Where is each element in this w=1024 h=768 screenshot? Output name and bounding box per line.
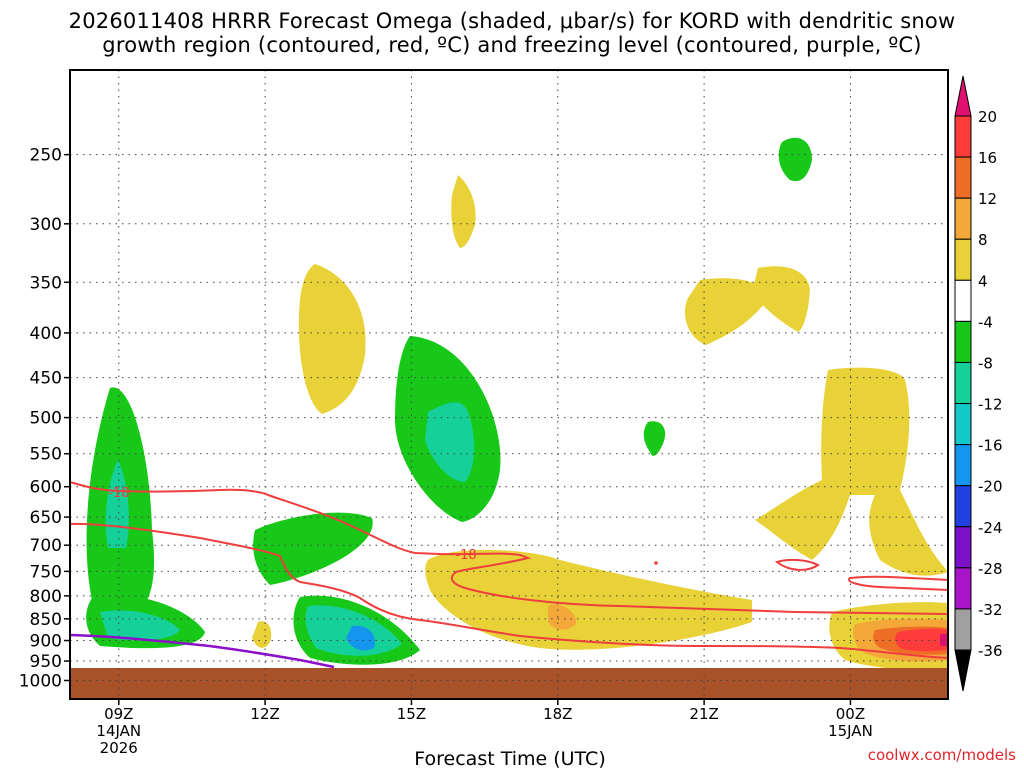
- colorbar-swatch-1: [954, 156, 972, 199]
- x-tick-label-12Z: 12Z: [250, 705, 279, 723]
- omega-area-15: [684, 278, 769, 345]
- colorbar-label-7: -12: [978, 396, 1003, 414]
- freezing-level-contour: [69, 633, 335, 669]
- contour-lines: -18 -18: [69, 481, 949, 669]
- y-tick-label-550: 550: [30, 445, 62, 465]
- omega-area-4: [100, 610, 180, 641]
- colorbar-bottom-arrow: [954, 649, 972, 692]
- isotherm-contour-right: [848, 575, 949, 591]
- omega-area-11: [643, 421, 666, 456]
- colorbar-swatch-3: [954, 238, 972, 281]
- y-tick-label-250: 250: [30, 146, 62, 166]
- colorbar: 20 16 12 8 4 -4 -8 -12 -16 -20 -24 -28 -32 -36: [954, 75, 1003, 692]
- colorbar-swatch-10: [954, 526, 972, 569]
- colorbar-swatch-7: [954, 403, 972, 446]
- y-tick-label-1000: 1000: [19, 671, 62, 691]
- colorbar-label-12: -32: [978, 601, 1003, 619]
- y-tick-label-700: 700: [30, 536, 62, 556]
- colorbar-label-5: -4: [978, 313, 993, 331]
- omega-area-14: [451, 175, 476, 248]
- colorbar-top-arrow: [954, 75, 972, 117]
- y-tick-label-650: 650: [30, 508, 62, 528]
- colorbar-swatch-8: [954, 444, 972, 487]
- y-tick-label-600: 600: [30, 478, 62, 498]
- colorbar-label-11: -28: [978, 560, 1003, 578]
- x-tick-label-09Z: 09Z: [104, 705, 133, 723]
- y-tick-label-450: 450: [30, 369, 62, 389]
- colorbar-label-13: -36: [978, 642, 1003, 660]
- y-tick-label-300: 300: [30, 215, 62, 235]
- y-tick-label-950: 950: [30, 652, 62, 672]
- x-tick-year-09Z: 2026: [100, 739, 138, 757]
- omega-area-20: [755, 367, 948, 576]
- colorbar-label-1: 16: [978, 149, 997, 167]
- y-tick-label-750: 750: [30, 562, 62, 582]
- colorbar-swatch-0: [954, 115, 972, 158]
- omega-area-8: [346, 625, 375, 651]
- colorbar-swatch-9: [954, 485, 972, 528]
- colorbar-label-8: -16: [978, 437, 1003, 455]
- grid: [70, 70, 948, 699]
- omega-area-24: [895, 628, 948, 652]
- omega-area-18: [425, 549, 752, 650]
- x-tick-date-00Z: 15JAN: [828, 722, 873, 740]
- omega-area-16: [752, 266, 810, 332]
- chart-title-line-1: 2026011408 HRRR Forecast Omega (shaded, …: [68, 9, 956, 33]
- y-tick-label-850: 850: [30, 610, 62, 630]
- y-tick-label-350: 350: [30, 273, 62, 293]
- omega-area-10: [425, 402, 475, 482]
- x-tick-label-00Z: 00Z: [836, 705, 865, 723]
- colorbar-swatch-2: [954, 197, 972, 240]
- credit-link[interactable]: coolwx.com/models: [867, 746, 1016, 764]
- isotherm-contour-small: [774, 558, 820, 571]
- colorbar-swatch-4: [954, 279, 972, 322]
- colorbar-swatch-11: [954, 567, 972, 610]
- y-axis: 2503003504004505005506006507007508008509…: [19, 146, 70, 691]
- omega-area-13: [298, 264, 366, 414]
- colorbar-swatch-6: [954, 361, 972, 405]
- omega-area-25: [940, 634, 948, 646]
- isotherm-contour-lower: [69, 522, 949, 659]
- x-tick-label-15Z: 15Z: [397, 705, 426, 723]
- omega-area-12: [778, 137, 812, 182]
- y-tick-label-900: 900: [30, 632, 62, 652]
- isotherm-contour-upper: [69, 481, 949, 615]
- colorbar-label-10: -24: [978, 519, 1003, 537]
- isotherm-contour-dot: [654, 561, 658, 565]
- ground-surface: [70, 668, 948, 699]
- colorbar-label-2: 12: [978, 190, 997, 208]
- y-tick-label-500: 500: [30, 409, 62, 429]
- omega-area-17: [252, 621, 272, 648]
- colorbar-label-3: 8: [978, 231, 988, 249]
- plot-frame: [69, 69, 949, 700]
- x-tick-date-09Z: 14JAN: [96, 722, 141, 740]
- omega-area-19: [548, 604, 577, 630]
- x-axis-label: Forecast Time (UTC): [414, 748, 605, 768]
- chart-title-line-2: growth region (contoured, red, ºC) and f…: [102, 33, 922, 57]
- x-tick-label-21Z: 21Z: [689, 705, 718, 723]
- contour-label-1: -18: [108, 486, 129, 501]
- omega-shading: [86, 137, 948, 670]
- colorbar-label-4: 4: [978, 272, 988, 290]
- colorbar-swatch-5: [954, 320, 972, 363]
- colorbar-label-0: 20: [978, 108, 997, 126]
- contour-label-2: -18: [455, 548, 476, 563]
- x-tick-label-18Z: 18Z: [543, 705, 572, 723]
- colorbar-label-9: -20: [978, 478, 1003, 496]
- omega-area-5: [253, 512, 373, 585]
- colorbar-label-6: -8: [978, 354, 993, 372]
- y-tick-label-400: 400: [30, 324, 62, 344]
- colorbar-swatch-12: [954, 608, 972, 651]
- y-tick-label-800: 800: [30, 587, 62, 607]
